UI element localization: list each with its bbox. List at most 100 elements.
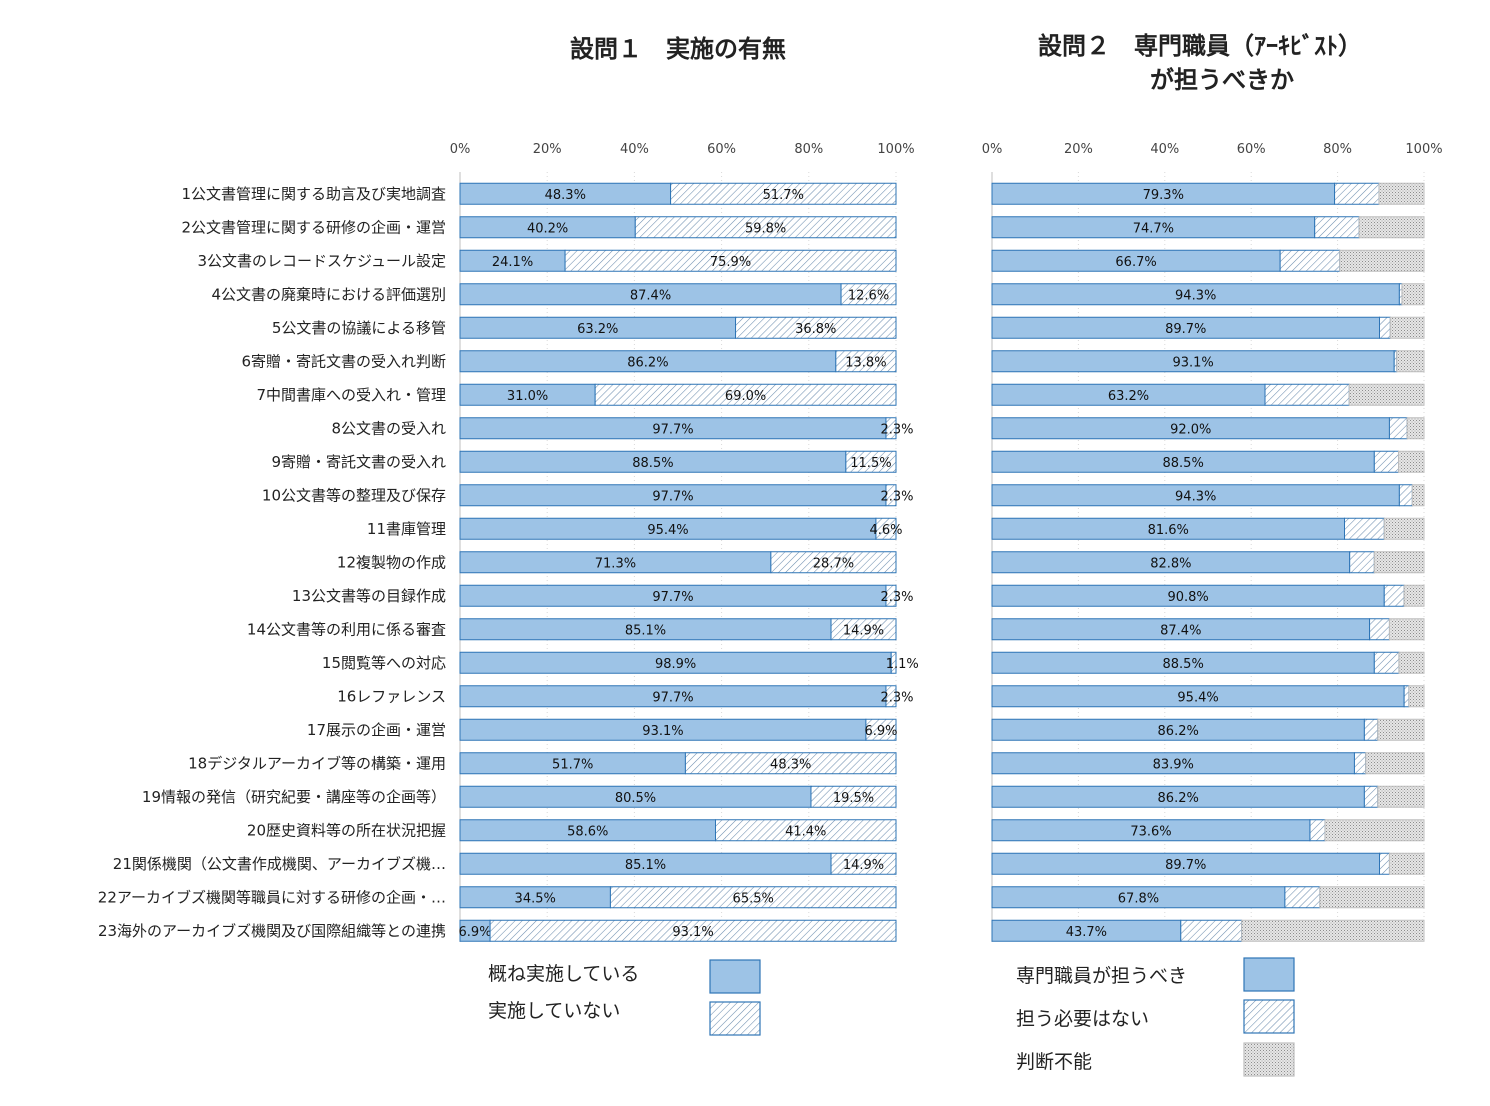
c1-data-label: 36.8%	[795, 322, 836, 337]
c2-bar-segment-hatch	[1264, 383, 1350, 406]
category-label: 16レファレンス	[337, 687, 446, 705]
c1-bar-segment-hatch	[885, 417, 897, 440]
c2-tick-label: 0%	[982, 142, 1003, 157]
c1-tick-label: 40%	[620, 142, 649, 157]
c2-data-label: 93.1%	[1172, 355, 1213, 370]
category-label: 9寄贈・寄託文書の受入れ	[271, 453, 446, 471]
c1-bar-segment-hatch	[830, 618, 897, 641]
legend-label-not-needed: 担う必要はない	[1016, 1008, 1149, 1030]
c1-tick-label: 60%	[707, 142, 736, 157]
c2-bar-segment-hatch	[1373, 450, 1400, 473]
chart2-title: 設問２ 専門職員（ｱｰｷﾋﾞｽﾄ） が担うべきか	[1038, 32, 1362, 94]
c2-bar-segment-hatch	[1180, 919, 1243, 942]
chart1-plot: 0% 20% 40% 60% 80% 100% 1公文書管理に関する助言及び実地調査 48.3…	[98, 142, 919, 942]
c1-bar-segment-hatch	[670, 182, 897, 205]
c1-bar-segment-hatch	[564, 249, 897, 272]
c2-tick-label: 20%	[1064, 142, 1093, 157]
category-label: 20歴史資料等の所在状況把握	[247, 821, 446, 839]
legend-swatch-implemented	[709, 959, 761, 994]
c1-data-label: 69.0%	[725, 389, 766, 404]
legend-label-not-implemented: 実施していない	[488, 1000, 620, 1022]
c2-data-label: 86.2%	[1158, 791, 1199, 806]
c1-data-label: 13.8%	[845, 355, 886, 370]
c2-bar-segment-dots	[1373, 551, 1425, 574]
c1-data-label: 12.6%	[848, 288, 889, 303]
legend-swatch-should-handle	[1243, 957, 1295, 992]
c2-bar-segment-hatch	[1379, 852, 1390, 875]
c2-bar-segment-hatch	[1388, 417, 1408, 440]
c2-bar-segment-hatch	[1363, 785, 1379, 808]
c2-bar-segment-dots	[1339, 249, 1425, 272]
c2-bar-segment-dots	[1324, 819, 1425, 842]
c2-data-label: 88.5%	[1163, 456, 1204, 471]
legend-swatch-not-implemented	[709, 1001, 761, 1036]
c1-data-label: 6.9%	[459, 925, 492, 940]
category-label: 8公文書の受入れ	[331, 419, 446, 437]
c2-data-label: 87.4%	[1160, 623, 1201, 638]
chart1-title: 設問１ 実施の有無	[570, 35, 786, 63]
c1-data-label: 97.7%	[652, 690, 693, 705]
c1-data-label: 85.1%	[625, 623, 666, 638]
legend-chart2: 専門職員が担うべき 担う必要はない 判断不能	[1016, 957, 1295, 1077]
c2-bar-segment-hatch	[1284, 886, 1321, 909]
c2-data-label: 82.8%	[1150, 556, 1191, 571]
category-label: 21関係機関（公文書作成機関、アーカイブズ機…	[113, 855, 446, 873]
legend-label-implemented: 概ね実施している	[488, 963, 639, 985]
c1-bar-segment-hatch	[634, 216, 897, 239]
c1-data-label: 85.1%	[625, 858, 666, 873]
c2-data-label: 79.3%	[1143, 188, 1184, 203]
c2-data-label: 92.0%	[1170, 422, 1211, 437]
c1-data-label: 71.3%	[595, 556, 636, 571]
c1-data-label: 59.8%	[745, 221, 786, 236]
c2-data-label: 94.3%	[1175, 288, 1216, 303]
c1-bar-segment-hatch	[890, 651, 897, 674]
c2-data-label: 73.6%	[1130, 824, 1171, 839]
c2-tick-label: 40%	[1150, 142, 1179, 157]
c1-data-label: 51.7%	[552, 757, 593, 772]
c2-bar-segment-dots	[1388, 852, 1425, 875]
c2-bar-segment-dots	[1406, 417, 1425, 440]
c2-data-label: 74.7%	[1133, 221, 1174, 236]
c2-data-label: 94.3%	[1175, 489, 1216, 504]
c2-tick-label: 60%	[1237, 142, 1266, 157]
c2-bar-segment-hatch	[1383, 584, 1405, 607]
c2-data-label: 63.2%	[1108, 389, 1149, 404]
c2-bar-segment-dots	[1358, 216, 1425, 239]
c2-data-label: 81.6%	[1148, 523, 1189, 538]
legend-label-undecidable: 判断不能	[1016, 1051, 1092, 1073]
c2-bar-segment-dots	[1377, 718, 1425, 741]
c1-tick-label: 80%	[794, 142, 823, 157]
c2-data-label: 43.7%	[1066, 925, 1107, 940]
c1-bar-segment-hatch	[865, 718, 897, 741]
c2-bar-segment-dots	[1401, 283, 1425, 306]
c2-bar-segment-hatch	[1279, 249, 1341, 272]
c2-data-label: 88.5%	[1163, 657, 1204, 672]
c1-data-label: 1.1%	[886, 657, 919, 672]
c2-data-label: 67.8%	[1118, 891, 1159, 906]
c1-bar-segment-hatch	[830, 852, 897, 875]
c1-bar-segment-hatch	[885, 484, 897, 507]
category-label: 17展示の企画・運営	[307, 721, 446, 739]
legend-label-should-handle: 専門職員が担うべき	[1016, 965, 1187, 987]
c1-data-label: 19.5%	[833, 791, 874, 806]
category-label: 4公文書の廃棄時における評価選別	[211, 285, 446, 303]
c1-data-label: 65.5%	[733, 891, 774, 906]
c1-data-label: 14.9%	[843, 858, 884, 873]
c1-bar-segment-hatch	[835, 350, 897, 373]
c2-tick-label: 100%	[1405, 142, 1442, 157]
legend-swatch-not-needed	[1243, 999, 1295, 1034]
c2-bar-segment-dots	[1408, 685, 1425, 708]
category-label: 11書庫管理	[367, 520, 446, 538]
c1-bar-segment-hatch	[609, 886, 897, 909]
c1-bar-segment-hatch	[840, 283, 897, 306]
c1-data-label: 93.1%	[672, 925, 713, 940]
c1-data-label: 2.3%	[880, 690, 913, 705]
c2-data-label: 66.7%	[1115, 255, 1156, 270]
category-label: 10公文書等の整理及び保存	[262, 486, 446, 504]
c1-data-label: 41.4%	[785, 824, 826, 839]
c1-data-label: 97.7%	[652, 422, 693, 437]
legend-chart1: 概ね実施している 実施していない	[488, 959, 761, 1036]
category-label: 14公文書等の利用に係る審査	[247, 620, 446, 638]
c2-bar-segment-hatch	[1373, 651, 1400, 674]
c1-data-label: 34.5%	[515, 891, 556, 906]
